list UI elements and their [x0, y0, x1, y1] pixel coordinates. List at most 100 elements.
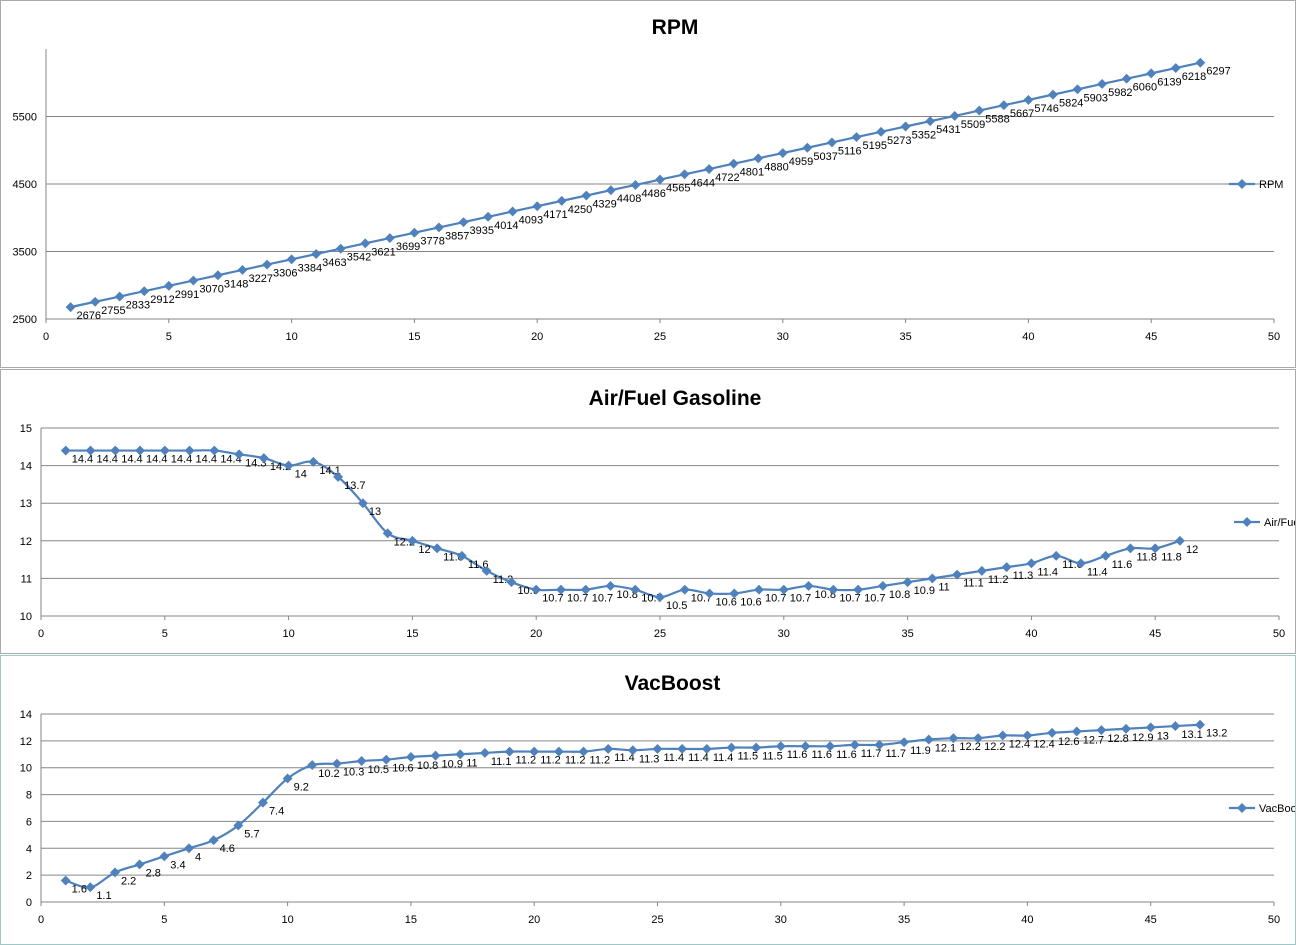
rpm-chart: RPM 2500 3500 4500 5500 0 5 10 15 20 25 30 35 40 45 50 2…: [13, 16, 1284, 343]
air-fuel-gasoline-data-label: 14: [295, 469, 307, 481]
rpm-data-label: 4014: [494, 220, 518, 232]
vacboost-data-label: 11.4: [614, 752, 635, 764]
vacboost-chart-panel: VacBoost 0 2 4 6 8 10 12 14 0 5 10 15 20 25 30 35 40 45 50 1…: [0, 655, 1296, 945]
vacboost-data-point: [775, 741, 786, 752]
vacboost-data-point: [1145, 722, 1156, 733]
air-fuel-gasoline-data-point: [531, 584, 542, 595]
air-fuel-gasoline-data-point: [853, 584, 864, 595]
vacboost-data-point: [1047, 727, 1058, 738]
rpm-data-label: 5273: [887, 135, 911, 147]
vacboost-data-point: [553, 746, 564, 757]
air-fuel-gasoline-data-point: [556, 584, 566, 595]
rpm-data-point: [630, 179, 641, 190]
air-fuel-gasoline-x-tick-label: 35: [901, 628, 913, 640]
rpm-x-tick-label: 0: [43, 331, 49, 343]
vacboost-x-tick-label: 25: [651, 914, 663, 926]
vacboost-data-label: 11.1: [491, 756, 512, 768]
rpm-data-point: [458, 217, 469, 228]
rpm-data-label: 6139: [1157, 76, 1181, 88]
vacboost-x-tick-label: 0: [38, 914, 44, 926]
air-fuel-gasoline-data-label: 10.7: [567, 593, 588, 605]
vacboost-data-label: 11.5: [762, 751, 783, 763]
vacboost-data-label: 11.4: [664, 752, 685, 764]
rpm-data-label: 3935: [470, 225, 494, 237]
rpm-data-point: [900, 121, 911, 132]
vacboost-data-point: [455, 749, 466, 760]
air-fuel-gasoline-legend-label: Air/Fuel Gasoline: [1264, 517, 1295, 529]
vacboost-data-label: 11.2: [540, 755, 561, 767]
vacboost-data-point: [405, 752, 416, 762]
air-fuel-gasoline-data-label: 11.4: [1037, 566, 1058, 578]
vacboost-data-label: 11.2: [516, 755, 537, 767]
air-fuel-gasoline-data-label: 14.4: [146, 454, 167, 466]
rpm-data-label: 2833: [126, 300, 150, 312]
rpm-data-label: 5903: [1084, 92, 1108, 104]
vacboost-data-point: [726, 742, 737, 753]
rpm-data-label: 2991: [175, 289, 199, 301]
vacboost-data-point: [159, 851, 170, 862]
air-fuel-gasoline-y-tick-label: 11: [21, 573, 32, 585]
air-fuel-gasoline-data-point: [952, 569, 963, 580]
vacboost-data-point: [874, 739, 885, 750]
vacboost-data-point: [825, 741, 836, 752]
rpm-data-label: 3699: [396, 241, 420, 253]
air-fuel-gasoline-data-point: [679, 584, 690, 595]
rpm-data-point: [1146, 68, 1157, 79]
rpm-y-tick-label: 3500: [13, 247, 37, 259]
rpm-data-point: [507, 206, 518, 217]
vacboost-data-label: 9.2: [294, 781, 309, 793]
rpm-data-label: 6218: [1182, 71, 1206, 83]
rpm-data-label: 4093: [519, 214, 543, 226]
vacboost-data-label: 11.7: [861, 748, 882, 760]
vacboost-data-point: [1071, 726, 1082, 737]
vacboost-y-tick-label: 0: [26, 897, 32, 909]
air-fuel-gasoline-x-tick-label: 30: [778, 628, 790, 640]
vacboost-data-label: 11.7: [885, 748, 906, 760]
rpm-data-point: [434, 222, 444, 233]
vacboost-data-point: [110, 867, 120, 878]
air-fuel-gasoline-data-label: 10.8: [889, 589, 910, 601]
vacboost-data-label: 11: [466, 757, 477, 769]
rpm-data-point: [237, 264, 248, 275]
air-fuel-gasoline-x-tick-label: 50: [1273, 628, 1285, 640]
vacboost-data-point: [134, 859, 145, 870]
rpm-data-point: [753, 153, 764, 164]
air-fuel-gasoline-data-label: 12: [418, 544, 430, 556]
vacboost-data-label: 11.3: [639, 753, 660, 765]
rpm-data-point: [949, 110, 960, 121]
air-fuel-gasoline-x-tick-label: 40: [1025, 628, 1037, 640]
rpm-chart-title: RPM: [652, 16, 699, 39]
air-fuel-gasoline-data-point: [1075, 558, 1086, 569]
vacboost-data-label: 12.2: [959, 741, 980, 753]
vacboost-legend-label: VacBoost: [1259, 803, 1295, 815]
vacboost-x-tick-label: 20: [528, 914, 540, 926]
rpm-data-label: 4408: [617, 193, 641, 205]
air-fuel-gasoline-data-label: 11.4: [1087, 566, 1108, 578]
vacboost-data-point: [282, 773, 293, 784]
rpm-legend-marker: [1237, 179, 1247, 189]
rpm-data-label: 5667: [1010, 108, 1034, 120]
rpm-y-tick-label: 4500: [13, 179, 37, 191]
vacboost-data-label: 12.6: [1058, 736, 1079, 748]
rpm-data-point: [556, 195, 567, 206]
vacboost-data-label: 2.8: [146, 867, 161, 879]
air-fuel-gasoline-data-point: [481, 565, 492, 576]
vacboost-y-tick-label: 14: [20, 709, 32, 721]
vacboost-data-label: 5.7: [244, 828, 259, 840]
vacboost-x-tick-label: 10: [281, 914, 293, 926]
rpm-data-label: 5982: [1108, 87, 1132, 99]
vacboost-y-tick-label: 10: [20, 763, 32, 775]
rpm-data-label: 4801: [740, 167, 764, 179]
rpm-x-tick-label: 20: [531, 331, 543, 343]
vacboost-data-label: 12.8: [1107, 733, 1128, 745]
vacboost-chart-title: VacBoost: [625, 672, 721, 695]
vacboost-data-point: [751, 742, 762, 753]
vacboost-data-label: 12.1: [935, 743, 956, 755]
vacboost-data-label: 1.6: [72, 884, 87, 896]
vacboost-data-point: [1195, 719, 1205, 730]
vacboost-data-label: 12.2: [984, 741, 1005, 753]
air-fuel-chart-panel: Air/Fuel Gasoline 10 11 12 13 14 15 0 5 10 15 20 25 3…: [0, 369, 1296, 654]
vacboost-data-point: [1170, 721, 1181, 732]
rpm-data-label: 4171: [543, 209, 567, 221]
rpm-x-tick-label: 35: [899, 331, 911, 343]
